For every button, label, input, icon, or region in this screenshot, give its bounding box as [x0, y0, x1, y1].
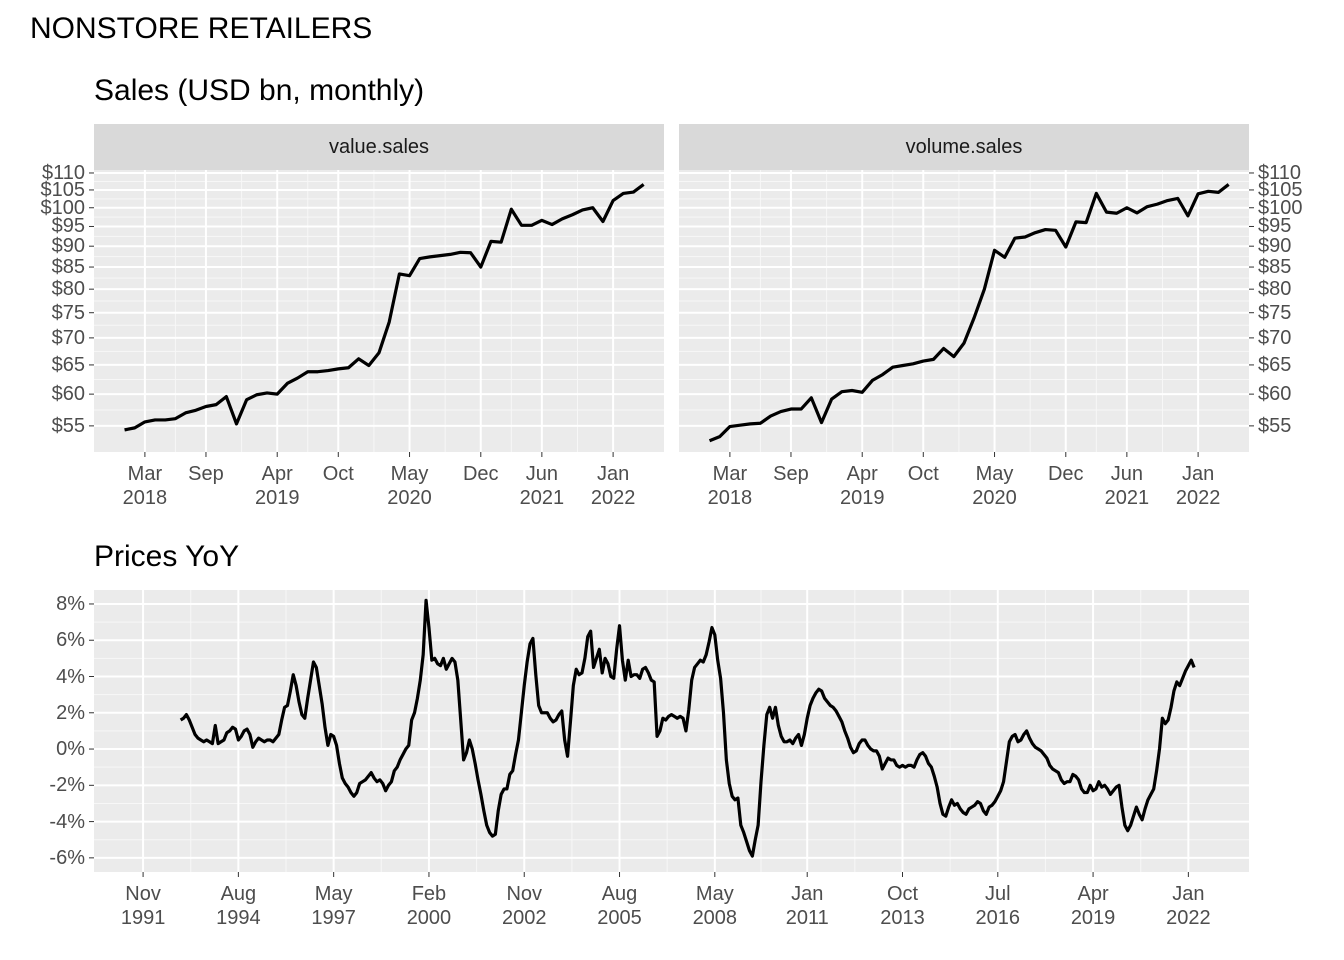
y-tick-label: $65: [51, 353, 85, 376]
y-tick-label: 4%: [56, 665, 85, 688]
x-tick-label: Nov 1991: [120, 883, 166, 929]
y-tick-label: $70: [51, 326, 85, 349]
y-tick-label: $95: [1258, 215, 1292, 238]
y-tick-label: 0%: [56, 738, 85, 761]
x-tick-label: Oct: [322, 463, 354, 485]
data-line: [708, 183, 1230, 443]
x-tick-label: Jun 2021: [519, 463, 565, 509]
y-tick-label: $85: [51, 256, 85, 279]
y-tick-label: $75: [51, 301, 85, 324]
y-tick-label: -2%: [49, 774, 85, 797]
x-tick-label: Jan 2022: [1166, 883, 1211, 929]
y-tick-label: -4%: [49, 810, 85, 833]
x-tick-label: May 2008: [692, 883, 738, 929]
y-tick-label: 6%: [56, 629, 85, 652]
x-tick-label: Feb 2000: [406, 883, 452, 929]
y-tick-label: -6%: [49, 846, 85, 869]
data-line: [179, 598, 1196, 858]
y-tick-label: $60: [1258, 383, 1292, 406]
x-tick-label: Jul 2016: [975, 883, 1021, 929]
y-tick-label: $60: [51, 383, 85, 406]
y-tick-label: $110: [1258, 161, 1302, 184]
y-tick-label: $55: [51, 414, 85, 437]
chart-title: Sales (USD bn, monthly): [94, 74, 425, 107]
x-tick-label: May 1997: [311, 883, 356, 929]
x-tick-label: Mar 2018: [707, 463, 753, 509]
x-tick-label: Oct: [907, 463, 939, 485]
x-tick-label: Jan 2022: [1175, 463, 1221, 509]
x-tick-label: Nov 2002: [501, 883, 547, 929]
x-tick-label: Apr 2019: [1070, 883, 1116, 929]
y-tick-label: $80: [1258, 278, 1292, 301]
y-tick-label: 8%: [56, 592, 85, 615]
y-tick-label: $110: [41, 161, 85, 184]
x-tick-label: Dec: [462, 463, 499, 485]
x-tick-label: Sep: [773, 463, 809, 485]
x-tick-label: Aug 1994: [216, 883, 261, 929]
y-tick-label: $55: [1258, 414, 1292, 437]
facet-label: volume.sales: [905, 136, 1023, 158]
x-tick-label: Oct 2013: [880, 883, 925, 929]
data-line: [124, 183, 645, 432]
facet-strip: [94, 124, 664, 170]
y-tick-label: $85: [1258, 256, 1292, 279]
y-tick-label: $95: [51, 215, 85, 238]
page-title: NONSTORE RETAILERS: [30, 12, 373, 45]
y-tick-label: $90: [1258, 235, 1292, 258]
x-tick-label: May 2020: [972, 463, 1017, 509]
y-tick-label: $80: [51, 278, 85, 301]
y-tick-label: $105: [1258, 178, 1303, 201]
x-tick-label: Aug 2005: [597, 883, 642, 929]
chart-title: Prices YoY: [94, 540, 240, 573]
x-tick-label: Sep: [188, 463, 224, 485]
y-tick-label: $90: [51, 235, 85, 258]
y-tick-label: $65: [1258, 353, 1292, 376]
facet-label: value.sales: [328, 136, 430, 158]
facet-strip: [679, 124, 1249, 170]
x-tick-label: Jan 2011: [785, 883, 829, 929]
x-tick-label: May 2020: [387, 463, 432, 509]
y-tick-label: $75: [1258, 301, 1292, 324]
x-tick-label: Jan 2022: [590, 463, 636, 509]
x-tick-label: Apr 2019: [254, 463, 300, 509]
x-tick-label: Apr 2019: [839, 463, 885, 509]
y-tick-label: 2%: [56, 701, 85, 724]
x-tick-label: Mar 2018: [122, 463, 168, 509]
y-tick-label: $105: [40, 178, 86, 201]
y-tick-label: $100: [40, 196, 86, 219]
x-tick-label: Jun 2021: [1104, 463, 1150, 509]
y-tick-label: $70: [1258, 326, 1292, 349]
x-tick-label: Dec: [1047, 463, 1084, 485]
y-tick-label: $100: [1258, 196, 1303, 219]
